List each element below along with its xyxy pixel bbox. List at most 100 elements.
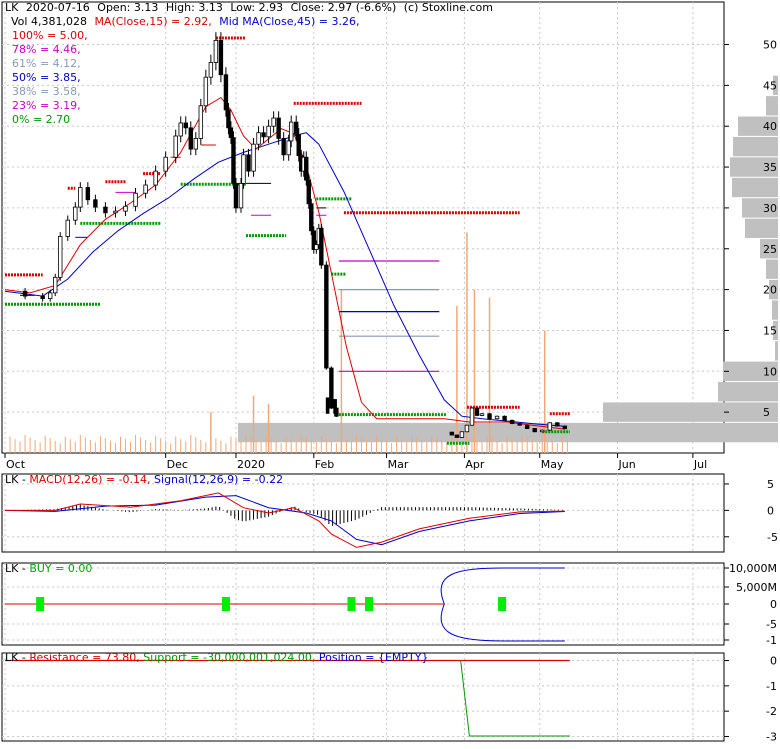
- price-candle: [203, 76, 209, 107]
- buy-symbol: LK: [5, 562, 19, 575]
- price-y-axis: 50 45 40 35 30 25 20 15 10 5: [724, 39, 777, 419]
- price-grid: [2, 2, 724, 453]
- volume-profile-bar: [738, 116, 778, 136]
- price-candle: [281, 138, 286, 156]
- price-candle: [319, 227, 324, 266]
- price-candle: [223, 74, 229, 111]
- price-panel: [1, 1, 725, 454]
- close-value: Close: 2.97 (-6.6%): [291, 1, 397, 14]
- position-symbol: LK: [5, 651, 19, 664]
- position-tick-label: -1: [766, 680, 777, 693]
- symbol: LK: [5, 1, 19, 14]
- buy-tick-label: 10,000M: [729, 562, 777, 575]
- price-candle: [540, 429, 545, 433]
- price-tick-label: 40: [763, 120, 777, 133]
- position-sep: -: [22, 651, 29, 664]
- buy-tick-label: 5,000M: [736, 581, 777, 594]
- position-y-axis: 0 -1 -2 -3: [724, 655, 777, 743]
- position-label: LK - Resistance = 73.80, Support = -30,0…: [5, 651, 428, 664]
- price-candle: [58, 236, 63, 278]
- buy-value: BUY = 0.00: [29, 562, 92, 575]
- date: 2020-07-16: [26, 1, 90, 14]
- volume-profile-bar: [745, 218, 778, 239]
- support-value: Support = -30,000,001,024.00,: [143, 651, 319, 664]
- copyright: (c) Stoxline.com: [404, 1, 493, 14]
- price-candle: [53, 276, 58, 294]
- price-tick-label: 15: [763, 324, 777, 337]
- price-candle: [241, 154, 246, 184]
- price-candle: [555, 422, 560, 427]
- buy-label: LK - BUY = 0.00: [5, 562, 92, 575]
- volume-profile-bar: [772, 300, 778, 320]
- signal-value: Signal(12,26,9) = -0.22: [154, 473, 283, 486]
- price-candle: [271, 117, 276, 127]
- volume-profile-bar: [723, 361, 778, 382]
- price-candle: [494, 415, 500, 420]
- buy-tick-label: -5: [766, 618, 777, 631]
- price-candle: [40, 295, 45, 299]
- price-candle: [311, 230, 316, 250]
- volume-profile-bar: [733, 136, 778, 157]
- price-candle: [469, 407, 475, 426]
- price-candle: [266, 125, 271, 138]
- price-candle: [459, 431, 465, 438]
- price-candle: [306, 179, 311, 205]
- price-candle: [143, 184, 148, 194]
- volume-profile-bar: [760, 239, 778, 259]
- macd-label: LK - MACD(12,26) = -0.14, Signal(12,26,9…: [5, 473, 283, 486]
- price-candle: [314, 244, 319, 250]
- price-candle: [198, 105, 204, 139]
- volume-profile-bar: [732, 177, 778, 198]
- price-candle: [183, 122, 188, 129]
- price-candle: [454, 434, 460, 438]
- price-candle: [213, 40, 219, 63]
- buy-y-axis: 10,000M 5,000M 0 -5 -1: [724, 562, 777, 647]
- volume-profile-bar: [775, 341, 778, 361]
- macd-histogram: [8, 504, 563, 526]
- volume-label: Vol 4,381,028: [11, 15, 87, 28]
- volume-profile-bar: [766, 96, 778, 116]
- price-tick-label: 25: [763, 243, 777, 256]
- price-candle: [93, 199, 98, 208]
- position-panel: [1, 652, 725, 742]
- volume-profile-bar: [742, 198, 778, 218]
- volume-profile-bar: [766, 259, 778, 279]
- price-candle: [78, 187, 83, 208]
- position-value: Position = {EMPTY}: [319, 651, 429, 664]
- buy-tick-label: 0: [770, 598, 777, 611]
- price-series: [4, 32, 568, 438]
- price-candle: [474, 407, 480, 416]
- price-candle: [329, 367, 334, 409]
- price-candle: [464, 424, 470, 433]
- price-candle: [231, 137, 236, 184]
- macd-lines: [4, 492, 565, 548]
- price-tick-label: 45: [763, 79, 777, 92]
- price-tick-label: 10: [763, 365, 777, 378]
- macd-y-axis: 5 0 -5: [724, 478, 778, 544]
- macd-tick-label: 5: [767, 478, 774, 491]
- fibonacci-label: 78% = 4.46,: [12, 43, 81, 56]
- price-candle: [324, 264, 329, 369]
- date-tick-label: Apr: [465, 458, 485, 471]
- price-tick-label: 50: [763, 39, 777, 52]
- macd-line: [5, 492, 565, 548]
- volume-profile-bar: [238, 422, 778, 443]
- price-candle: [517, 423, 522, 426]
- price-candle: [261, 132, 266, 138]
- macd-tick-label: 0: [767, 504, 774, 517]
- price-candle: [562, 425, 568, 430]
- price-candle: [325, 397, 330, 414]
- fibonacci-label: 23% = 3.19,: [12, 99, 81, 112]
- fibonacci-label: 50% = 3.85,: [12, 71, 81, 84]
- price-candle: [296, 133, 301, 157]
- price-candle: [509, 419, 515, 424]
- buy-series: [5, 567, 565, 642]
- price-tick-label: 20: [763, 284, 777, 297]
- buy-upper-curve: [440, 567, 565, 605]
- price-candle: [532, 428, 537, 433]
- price-candle: [449, 431, 455, 436]
- buy-lower-curve: [440, 603, 565, 642]
- price-candle: [85, 187, 91, 201]
- price-candle: [333, 399, 337, 414]
